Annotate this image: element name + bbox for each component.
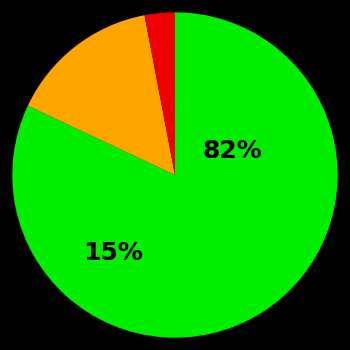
Wedge shape bbox=[145, 12, 175, 175]
Text: 82%: 82% bbox=[202, 139, 262, 163]
Text: 15%: 15% bbox=[83, 241, 143, 265]
Wedge shape bbox=[28, 15, 175, 175]
Wedge shape bbox=[12, 12, 338, 338]
